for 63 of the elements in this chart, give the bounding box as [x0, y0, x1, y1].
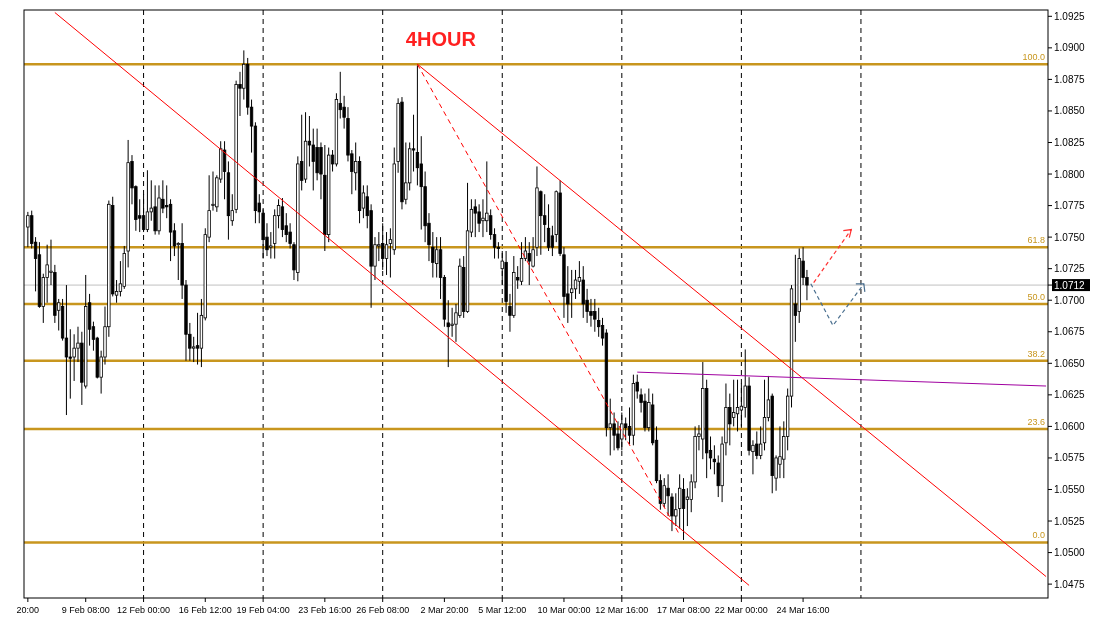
x-tick-label: 17 Mar 08:00	[657, 605, 711, 615]
x-tick-label: 12 Feb 00:00	[117, 605, 171, 615]
annotation: 61.8	[1027, 235, 1045, 246]
x-tick-label: 2 Mar 20:00	[420, 605, 469, 615]
y-tick-label: 1.0712	[1054, 279, 1086, 291]
candlestick	[153, 184, 157, 236]
candlestick	[450, 307, 454, 338]
x-tick-label: 16 Feb 12:00	[178, 605, 232, 615]
annotation: 23.6	[1027, 416, 1045, 427]
candlestick	[681, 477, 686, 541]
candlestick	[539, 189, 543, 256]
candlestick	[26, 211, 30, 248]
y-tick-label: 1.0750	[1054, 231, 1086, 243]
y-tick-label: 1.0700	[1054, 294, 1086, 306]
y-tick-label: 1.0800	[1054, 168, 1086, 180]
y-tick-label: 1.0475	[1054, 578, 1086, 590]
y-tick-label: 1.0600	[1054, 420, 1086, 432]
x-tick-label: 24 Mar 16:00	[776, 605, 830, 615]
x-tick-label: 9 Feb 08:00	[61, 605, 110, 615]
candlestick	[732, 379, 736, 427]
y-tick-label: 1.0550	[1054, 483, 1086, 495]
y-tick-label: 1.0900	[1054, 42, 1086, 54]
candlestick	[473, 198, 477, 238]
text: 4HOUR	[405, 28, 477, 50]
y-tick-label: 1.0625	[1054, 389, 1086, 401]
y-tick-label: 1.0675	[1054, 326, 1086, 338]
x-tick-label: 20:00	[16, 605, 40, 615]
x-tick-label: 5 Mar 12:00	[478, 605, 527, 615]
y-tick-label: 1.0875	[1054, 73, 1086, 85]
y-tick-label: 1.0725	[1054, 263, 1086, 275]
candlestick	[415, 65, 420, 186]
candlestick	[384, 231, 389, 276]
y-tick-label: 1.0775	[1054, 200, 1086, 212]
candlestick	[481, 198, 485, 238]
y-tick-label: 1.0850	[1054, 105, 1086, 117]
candlestick	[435, 236, 439, 278]
candlestick	[573, 269, 578, 300]
y-tick-label: 1.0925	[1054, 10, 1086, 22]
candlestick	[546, 203, 551, 252]
candlestick	[581, 265, 585, 319]
x-tick-label: 26 Feb 08:00	[356, 605, 410, 615]
y-tick-label: 1.0825	[1054, 136, 1086, 148]
candlestick	[192, 336, 196, 363]
candlestick	[527, 241, 531, 286]
x-tick-label: 12 Mar 16:00	[595, 605, 649, 615]
annotation: 50.0	[1027, 292, 1045, 302]
y-tick-label: 1.0650	[1054, 357, 1086, 369]
x-tick-label: 23 Feb 16:00	[298, 605, 352, 615]
candlestick	[280, 197, 285, 238]
y-tick-label: 1.0575	[1054, 452, 1086, 464]
y-tick-label: 1.0525	[1054, 515, 1086, 527]
x-tick-label: 22 Mar 00:00	[714, 605, 768, 615]
annotation: 0.0	[1032, 530, 1045, 541]
candlestick	[477, 203, 481, 233]
annotation: 100.0	[1022, 52, 1045, 63]
candlestick	[570, 269, 574, 319]
candlestick	[195, 312, 200, 366]
x-tick-label: 10 Mar 00:00	[537, 605, 591, 615]
y-tick-label: 1.0500	[1054, 547, 1086, 559]
candlestick	[519, 241, 524, 286]
candlestick	[593, 298, 597, 333]
annotation: 38.2	[1027, 348, 1045, 359]
x-tick-label: 19 Feb 04:00	[236, 605, 290, 615]
